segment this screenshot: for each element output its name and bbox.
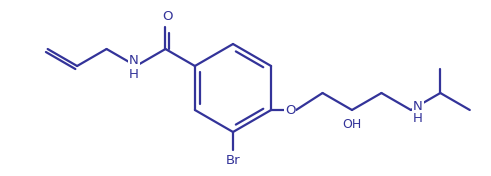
Text: O: O bbox=[285, 103, 296, 117]
Text: H: H bbox=[129, 68, 139, 80]
Text: N: N bbox=[413, 99, 423, 112]
Text: H: H bbox=[413, 112, 423, 124]
Text: O: O bbox=[162, 11, 173, 24]
Text: Br: Br bbox=[226, 153, 240, 166]
Text: N: N bbox=[129, 55, 139, 68]
Text: OH: OH bbox=[342, 118, 361, 130]
